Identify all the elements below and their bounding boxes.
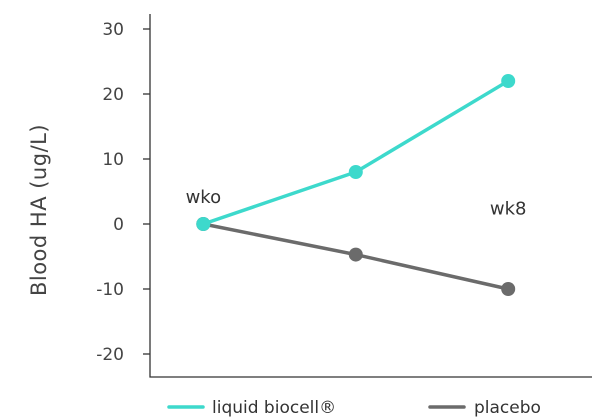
- series-layer: [196, 74, 516, 296]
- legend: liquid biocell® placebo: [167, 398, 541, 418]
- annotations: wko wk8: [186, 187, 527, 219]
- series-line-liquid-biocell: [201, 79, 510, 226]
- y-tick-label: 0: [113, 215, 124, 235]
- data-point-placebo: [501, 282, 516, 296]
- data-point-liquid-biocell: [501, 74, 516, 88]
- y-tick-label: 10: [102, 150, 124, 170]
- y-tick-label: 30: [102, 20, 124, 40]
- data-point-liquid-biocell: [196, 217, 211, 231]
- y-tick-label: -10: [96, 280, 124, 300]
- legend-label: placebo: [474, 398, 541, 418]
- legend-label: liquid biocell®: [212, 398, 336, 418]
- annotation-label: wk8: [490, 198, 527, 219]
- data-point-liquid-biocell: [348, 165, 363, 179]
- y-tick-label: -20: [96, 345, 124, 365]
- data-point-placebo: [348, 247, 363, 262]
- y-ticks: 30 20 10 0 -10 -20: [96, 20, 150, 365]
- y-tick-label: 20: [102, 85, 124, 105]
- y-axis-label: Blood HA (ug/L): [27, 124, 51, 296]
- axes: [149, 14, 592, 378]
- annotation-label: wko: [186, 187, 222, 208]
